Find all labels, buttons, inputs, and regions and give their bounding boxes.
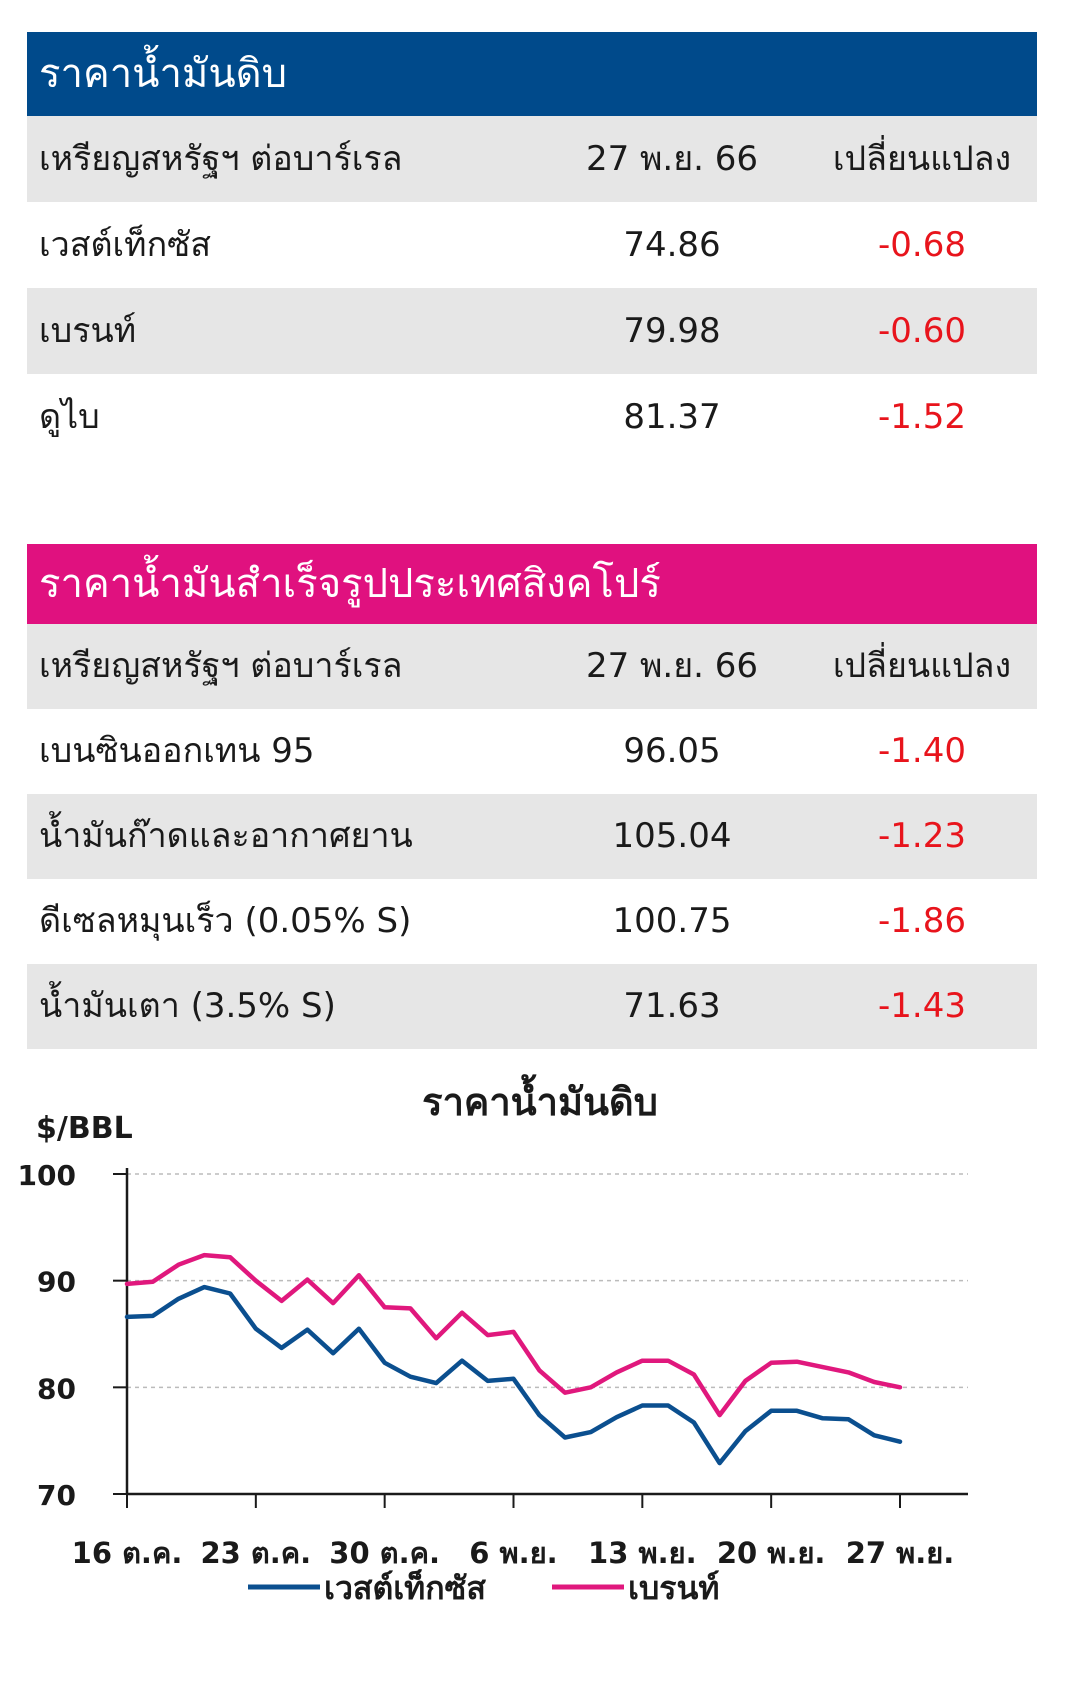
row-change: -1.43 <box>878 986 966 1026</box>
table-row: เบรนท์ 79.98 -0.60 <box>27 288 1037 374</box>
x-tick-label: 16 ต.ค. <box>72 1536 183 1570</box>
row-value: 79.98 <box>623 311 721 351</box>
row-value: 100.75 <box>612 901 732 941</box>
y-tick-label: 70 <box>37 1479 76 1512</box>
crude-oil-table: ราคาน้ำมันดิบ เหรียญสหรัฐฯ ต่อบาร์เรล 27… <box>27 32 1037 460</box>
y-tick-labels: 70 80 90 100 <box>18 1159 127 1512</box>
table-row: ดูไบ 81.37 -1.52 <box>27 374 1037 460</box>
axes <box>125 1168 968 1496</box>
row-name: เบรนท์ <box>39 311 137 351</box>
table-header-row: เหรียญสหรัฐฯ ต่อบาร์เรล 27 พ.ย. 66 เปลี่… <box>27 624 1037 709</box>
x-tick-label: 23 ต.ค. <box>200 1536 311 1570</box>
header-date: 27 พ.ย. 66 <box>585 646 759 686</box>
row-value: 71.63 <box>623 986 721 1026</box>
header-unit: เหรียญสหรัฐฯ ต่อบาร์เรล <box>39 139 403 179</box>
row-change: -1.52 <box>878 397 966 437</box>
row-value: 81.37 <box>623 397 721 437</box>
series-line-wti <box>124 1284 903 1466</box>
header-change: เปลี่ยนแปลง <box>832 139 1012 179</box>
row-change: -0.68 <box>878 225 966 265</box>
row-name: ดูไบ <box>39 397 100 437</box>
legend-label: เบรนท์ <box>628 1569 719 1607</box>
row-name: ดีเซลหมุนเร็ว (0.05% S) <box>39 901 412 941</box>
row-value: 96.05 <box>623 731 721 771</box>
table-row: ดีเซลหมุนเร็ว (0.05% S) 100.75 -1.86 <box>27 879 1037 964</box>
row-change: -1.86 <box>878 901 966 941</box>
header-change: เปลี่ยนแปลง <box>832 646 1012 686</box>
row-change: -1.23 <box>878 816 966 856</box>
series-lines <box>124 1252 903 1466</box>
chart-title: ราคาน้ำมันดิบ <box>422 1074 658 1124</box>
crude-oil-price-chart: ราคาน้ำมันดิบ $/BBL 70 80 90 100 16 ต.ค. 23 … <box>18 1074 968 1607</box>
refined-oil-table-title: ราคาน้ำมันสำเร็จรูปประเทศสิงคโปร์ <box>27 544 1037 624</box>
header-unit: เหรียญสหรัฐฯ ต่อบาร์เรล <box>39 646 403 686</box>
y-tick-label: 80 <box>37 1372 76 1405</box>
table-row: น้ำมันก๊าดและอากาศยาน 105.04 -1.23 <box>27 794 1037 879</box>
row-name: เบนซินออกเทน 95 <box>39 731 315 771</box>
x-tick-label: 27 พ.ย. <box>846 1536 955 1570</box>
x-tick-label: 6 พ.ย. <box>469 1536 557 1570</box>
y-tick-label: 100 <box>18 1159 76 1192</box>
x-tick-label: 13 พ.ย. <box>588 1536 697 1570</box>
legend: เวสต์เท็กซัส เบรนท์ <box>248 1568 719 1607</box>
table-row: เบนซินออกเทน 95 96.05 -1.40 <box>27 709 1037 794</box>
row-name: น้ำมันก๊าดและอากาศยาน <box>39 816 413 856</box>
table-row: น้ำมันเตา (3.5% S) 71.63 -1.43 <box>27 964 1037 1049</box>
x-tick-label: 30 ต.ค. <box>329 1536 440 1570</box>
refined-oil-table: ราคาน้ำมันสำเร็จรูปประเทศสิงคโปร์ เหรียญ… <box>27 544 1037 1049</box>
row-change: -0.60 <box>878 311 966 351</box>
header-date: 27 พ.ย. 66 <box>585 139 759 179</box>
row-value: 105.04 <box>612 816 732 856</box>
row-value: 74.86 <box>623 225 721 265</box>
y-tick-label: 90 <box>37 1266 76 1299</box>
table-header-row: เหรียญสหรัฐฯ ต่อบาร์เรล 27 พ.ย. 66 เปลี่… <box>27 116 1037 202</box>
series-line-brent <box>124 1252 903 1418</box>
y-axis-label: $/BBL <box>36 1111 133 1146</box>
crude-oil-table-title: ราคาน้ำมันดิบ <box>27 32 1037 116</box>
row-change: -1.40 <box>878 731 966 771</box>
x-tick-labels: 16 ต.ค. 23 ต.ค. 30 ต.ค. 6 พ.ย. 13 พ.ย. 20 พ.ย… <box>72 1494 955 1570</box>
row-name: เวสต์เท็กซัส <box>39 225 211 265</box>
legend-label: เวสต์เท็กซัส <box>324 1568 486 1607</box>
table-row: เวสต์เท็กซัส 74.86 -0.68 <box>27 202 1037 288</box>
row-name: น้ำมันเตา (3.5% S) <box>39 986 336 1026</box>
x-tick-label: 20 พ.ย. <box>717 1536 826 1570</box>
